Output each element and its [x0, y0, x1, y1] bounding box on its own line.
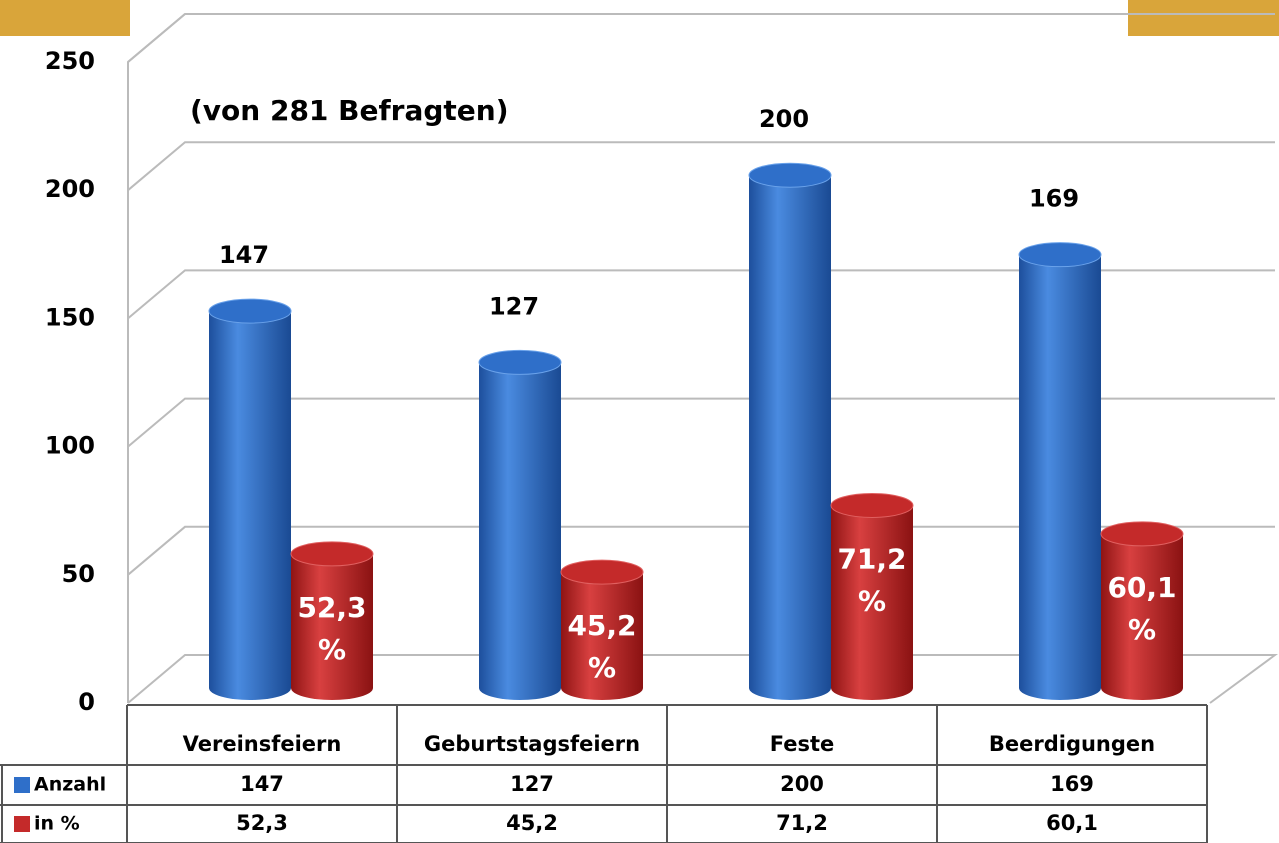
table-cell: 169: [1050, 772, 1094, 796]
bar: [479, 362, 561, 688]
legend-swatch: [14, 777, 30, 793]
grid-line: [127, 13, 1275, 63]
data-label-line: 71,2: [837, 542, 906, 575]
grid-line: [127, 397, 1275, 448]
bar: [561, 572, 643, 688]
grid-line: [127, 141, 1275, 191]
data-label-line: %: [318, 633, 346, 666]
y-tick-label: 150: [45, 303, 95, 331]
legend-label: Anzahl: [34, 774, 106, 796]
data-label-line: %: [1128, 613, 1156, 646]
bar: [1019, 254, 1101, 688]
table-cell: 127: [510, 772, 554, 796]
y-tick-label: 0: [78, 688, 95, 716]
bar-cap: [830, 492, 914, 518]
bar-cap: [290, 541, 374, 567]
bar-cap: [1018, 242, 1102, 268]
legend-swatch: [14, 816, 30, 832]
x-tick-label: Geburtstagsfeiern: [424, 732, 640, 756]
data-label: 127: [489, 292, 539, 320]
subtitle: (von 281 Befragten): [190, 94, 509, 127]
logo: [1128, 0, 1279, 36]
table-cell: 200: [780, 772, 824, 796]
table-cell: 52,3: [236, 811, 288, 835]
y-tick-label: 200: [45, 175, 95, 203]
table-cell: 45,2: [506, 811, 558, 835]
y-tick-label: 100: [45, 432, 95, 460]
data-label-line: 60,1: [1107, 571, 1176, 604]
data-label: 52,3%: [297, 591, 366, 666]
bar-cap: [1100, 521, 1184, 547]
data-label: 200: [759, 105, 809, 133]
bar: [209, 311, 291, 688]
bar-cap: [560, 559, 644, 585]
y-tick-label: 50: [62, 560, 95, 588]
bar-cap: [478, 349, 562, 375]
bar: [1101, 533, 1183, 688]
data-label: 60,1%: [1107, 571, 1176, 646]
logo: [0, 0, 130, 36]
data-label: 147: [219, 241, 269, 269]
bar: [291, 553, 373, 688]
table-cell: 60,1: [1046, 811, 1098, 835]
x-tick-label: Vereinsfeiern: [183, 732, 342, 756]
data-label-line: %: [588, 651, 616, 684]
data-label: 45,2%: [567, 609, 636, 684]
y-tick-label: 250: [45, 47, 95, 75]
data-label: 71,2%: [837, 542, 906, 617]
data-label-line: 52,3: [297, 591, 366, 624]
table-cell: 147: [240, 772, 284, 796]
data-label: 169: [1029, 185, 1079, 213]
bar-cap: [208, 298, 292, 324]
legend-label: in %: [34, 813, 80, 835]
x-tick-label: Feste: [770, 732, 835, 756]
bar: [831, 505, 913, 688]
bar: [749, 175, 831, 688]
x-tick-label: Beerdigungen: [989, 732, 1155, 756]
data-label-line: 45,2: [567, 609, 636, 642]
bar-cap: [748, 162, 832, 188]
grid-line: [127, 269, 1275, 320]
table-cell: 71,2: [776, 811, 828, 835]
data-label-line: %: [858, 584, 886, 617]
